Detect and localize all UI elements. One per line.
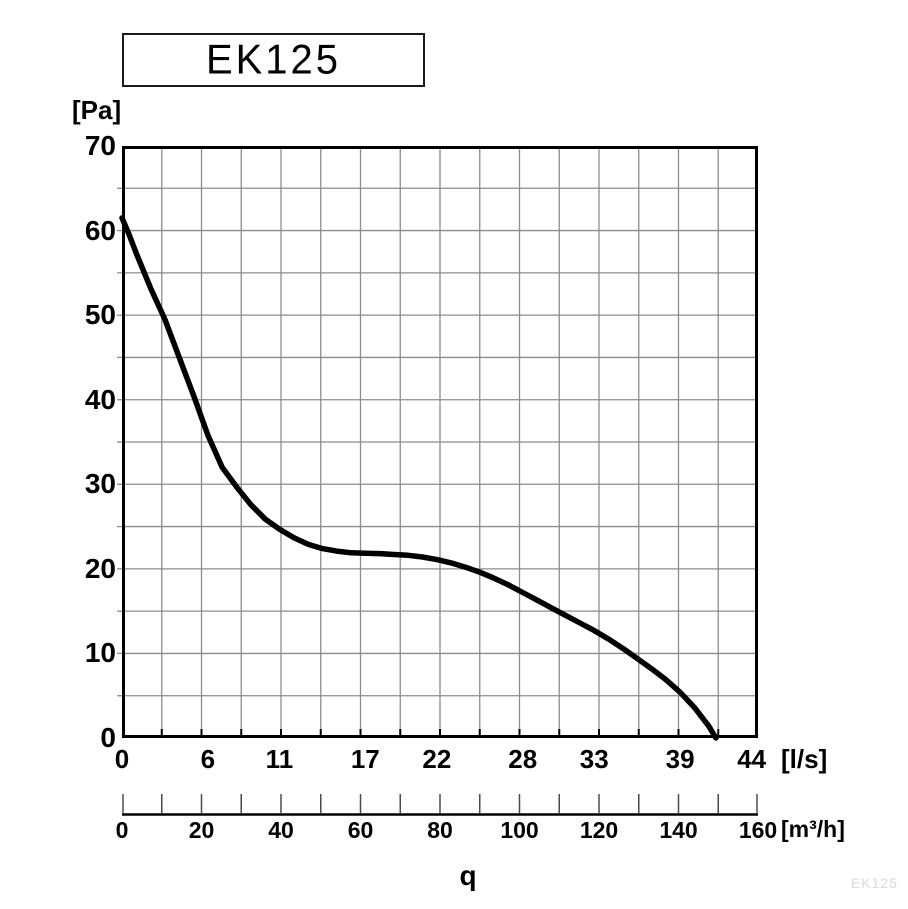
performance-curve (119, 215, 719, 741)
watermark-text: EK125 (850, 875, 898, 891)
flow-symbol-label: q (459, 860, 477, 891)
y-tick-label: 30 (84, 468, 116, 500)
x-tick-label-m3h: 80 (427, 817, 453, 843)
x-tick-label-ls: 0 (114, 744, 130, 774)
x-tick-label-ls: 22 (422, 744, 452, 774)
x-tick-label-m3h: 140 (659, 817, 698, 843)
title-box: EK125 (122, 33, 425, 87)
x-axis-m3h-unit-label: [m³/h] (781, 816, 845, 842)
x-axis-ls-unit-label: [l/s] (781, 744, 828, 774)
x-tick-label-m3h: 160 (738, 817, 778, 843)
plot-frame (122, 146, 758, 738)
x-tick-label-ls: 6 (200, 744, 216, 774)
x-tick-label-m3h: 0 (115, 817, 129, 843)
plot-area (117, 146, 758, 741)
m3h-scale-axis (122, 794, 758, 816)
x-tick-label-ls: 17 (350, 744, 380, 774)
chart-title: EK125 (205, 37, 342, 83)
x-tick-label-m3h: 60 (347, 817, 374, 843)
x-tick-label-ls: 11 (265, 744, 294, 774)
y-tick-label: 60 (84, 214, 116, 246)
x-tick-label-m3h: 120 (579, 817, 619, 843)
x-tick-label-m3h: 100 (500, 817, 539, 843)
x-tick-label-ls: 33 (579, 744, 609, 774)
y-tick-label: 0 (100, 722, 116, 753)
y-tick-label: 20 (84, 552, 116, 584)
x-tick-label-ls: 39 (665, 744, 695, 774)
x-tick-label-m3h: 40 (268, 817, 294, 843)
y-tick-label: 50 (84, 299, 116, 331)
x-tick-label-ls: 28 (508, 744, 538, 774)
x-tick-label-m3h: 20 (188, 817, 215, 843)
y-tick-label: 40 (84, 383, 116, 415)
y-tick-label: 70 (84, 130, 116, 161)
y-axis-unit-label: [Pa] (72, 95, 122, 125)
y-tick-label: 10 (84, 637, 116, 669)
x-tick-label-ls: 44 (737, 744, 767, 774)
